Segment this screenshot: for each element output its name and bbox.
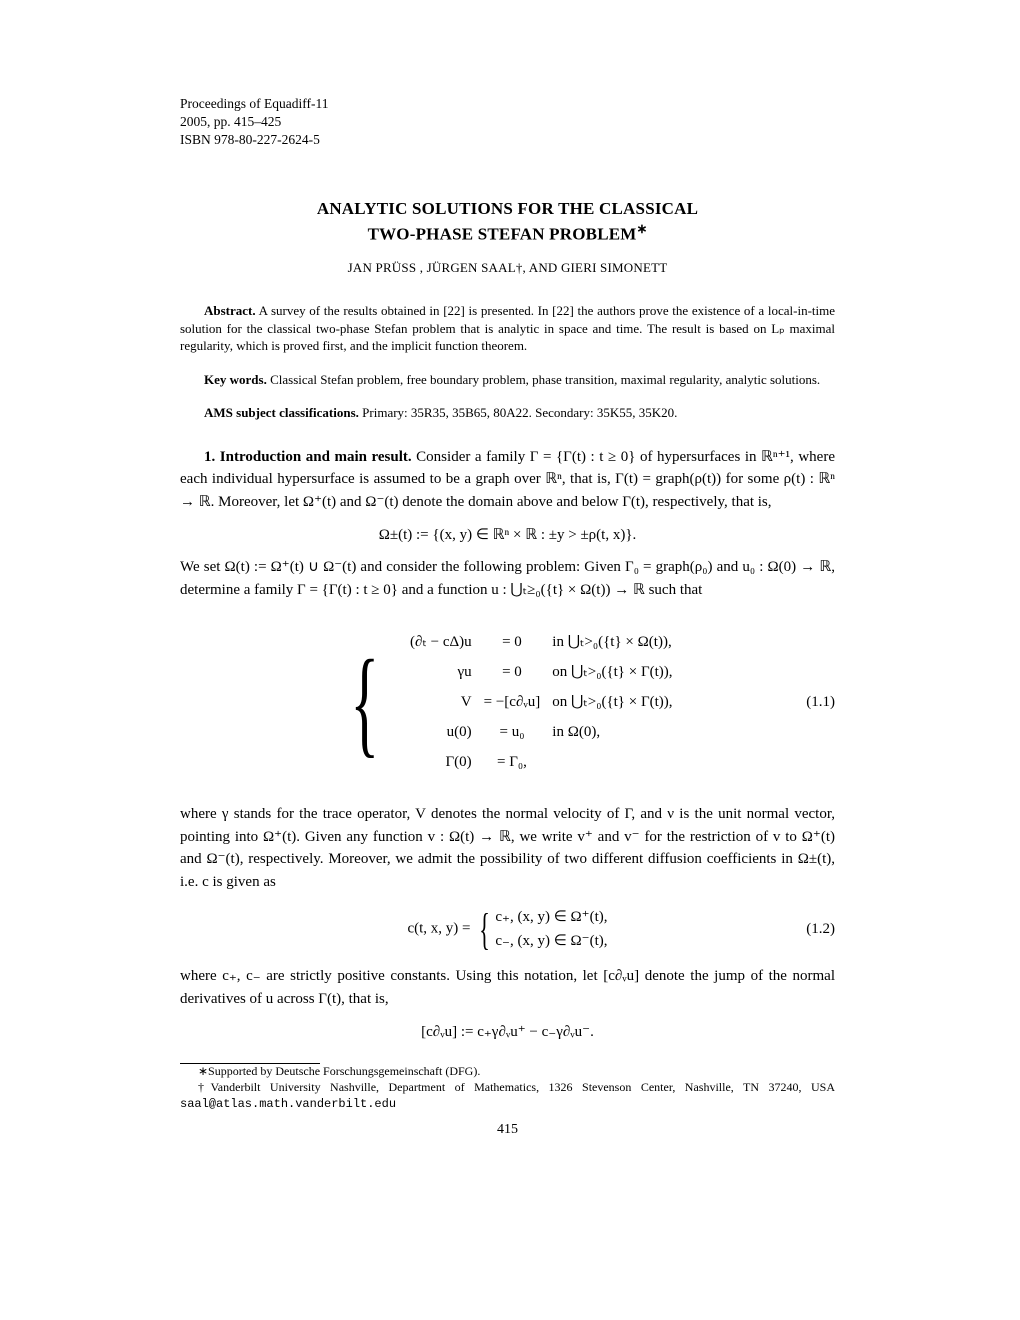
paper-title: ANALYTIC SOLUTIONS FOR THE CLASSICAL TWO…	[180, 198, 835, 247]
header-line-1: Proceedings of Equadiff-11	[180, 95, 835, 113]
authors: JAN PRÜSS , JÜRGEN SAAL†, AND GIERI SIMO…	[180, 260, 835, 276]
equation-number-1-2: (1.2)	[806, 921, 835, 938]
paragraph-4: where c₊, c₋ are strictly positive const…	[180, 965, 835, 1010]
keywords-text: Classical Stefan problem, free boundary …	[267, 372, 820, 387]
equation-system-1-1: { (∂ₜ − cΔ)u= 0in ⋃ₜ>₀({t} × Ω(t)),γu= 0…	[180, 613, 835, 791]
header-line-3: ISBN 978-80-227-2624-5	[180, 131, 835, 149]
header-line-2: 2005, pp. 415–425	[180, 113, 835, 131]
section-1: 1. Introduction and main result. Conside…	[180, 446, 835, 514]
keywords: Key words. Classical Stefan problem, fre…	[180, 371, 835, 389]
equation-jump: [c∂ᵥu] := c₊γ∂ᵥu⁺ − c₋γ∂ᵥu⁻.	[180, 1022, 835, 1041]
abstract-text: A survey of the results obtained in [22]…	[180, 303, 835, 353]
ams-label: AMS subject classifications.	[204, 405, 359, 420]
equation-c-1-2: c(t, x, y) = { c₊, (x, y) ∈ Ω⁺(t), c₋, (…	[180, 905, 835, 953]
left-brace: {	[351, 648, 380, 756]
ams-text: Primary: 35R35, 35B65, 80A22. Secondary:…	[359, 405, 677, 420]
page: Proceedings of Equadiff-11 2005, pp. 415…	[0, 0, 1020, 1320]
page-number: 415	[180, 1122, 835, 1138]
paragraph-2: We set Ω(t) := Ω⁺(t) ∪ Ω⁻(t) and conside…	[180, 556, 835, 601]
abstract: Abstract. A survey of the results obtain…	[180, 302, 835, 355]
equation-omega: Ω±(t) := {(x, y) ∈ ℝⁿ × ℝ : ±y > ±ρ(t, x…	[180, 525, 835, 544]
footnotes: ∗Supported by Deutsche Forschungsgemeins…	[180, 1063, 835, 1112]
abstract-label: Abstract.	[204, 303, 256, 318]
footnote-1: ∗Supported by Deutsche Forschungsgemeins…	[180, 1064, 835, 1080]
ams-classifications: AMS subject classifications. Primary: 35…	[180, 404, 835, 422]
keywords-label: Key words.	[204, 372, 267, 387]
proceedings-header: Proceedings of Equadiff-11 2005, pp. 415…	[180, 95, 835, 150]
system-body: (∂ₜ − cΔ)u= 0in ⋃ₜ>₀({t} × Ω(t)),γu= 0on…	[404, 627, 679, 777]
equation-number-1-1: (1.1)	[806, 694, 835, 711]
section-1-heading: 1. Introduction and main result.	[204, 449, 412, 465]
footnote-2: †Vanderbilt University Nashville, Depart…	[180, 1080, 835, 1112]
paragraph-3: where γ stands for the trace operator, V…	[180, 803, 835, 893]
